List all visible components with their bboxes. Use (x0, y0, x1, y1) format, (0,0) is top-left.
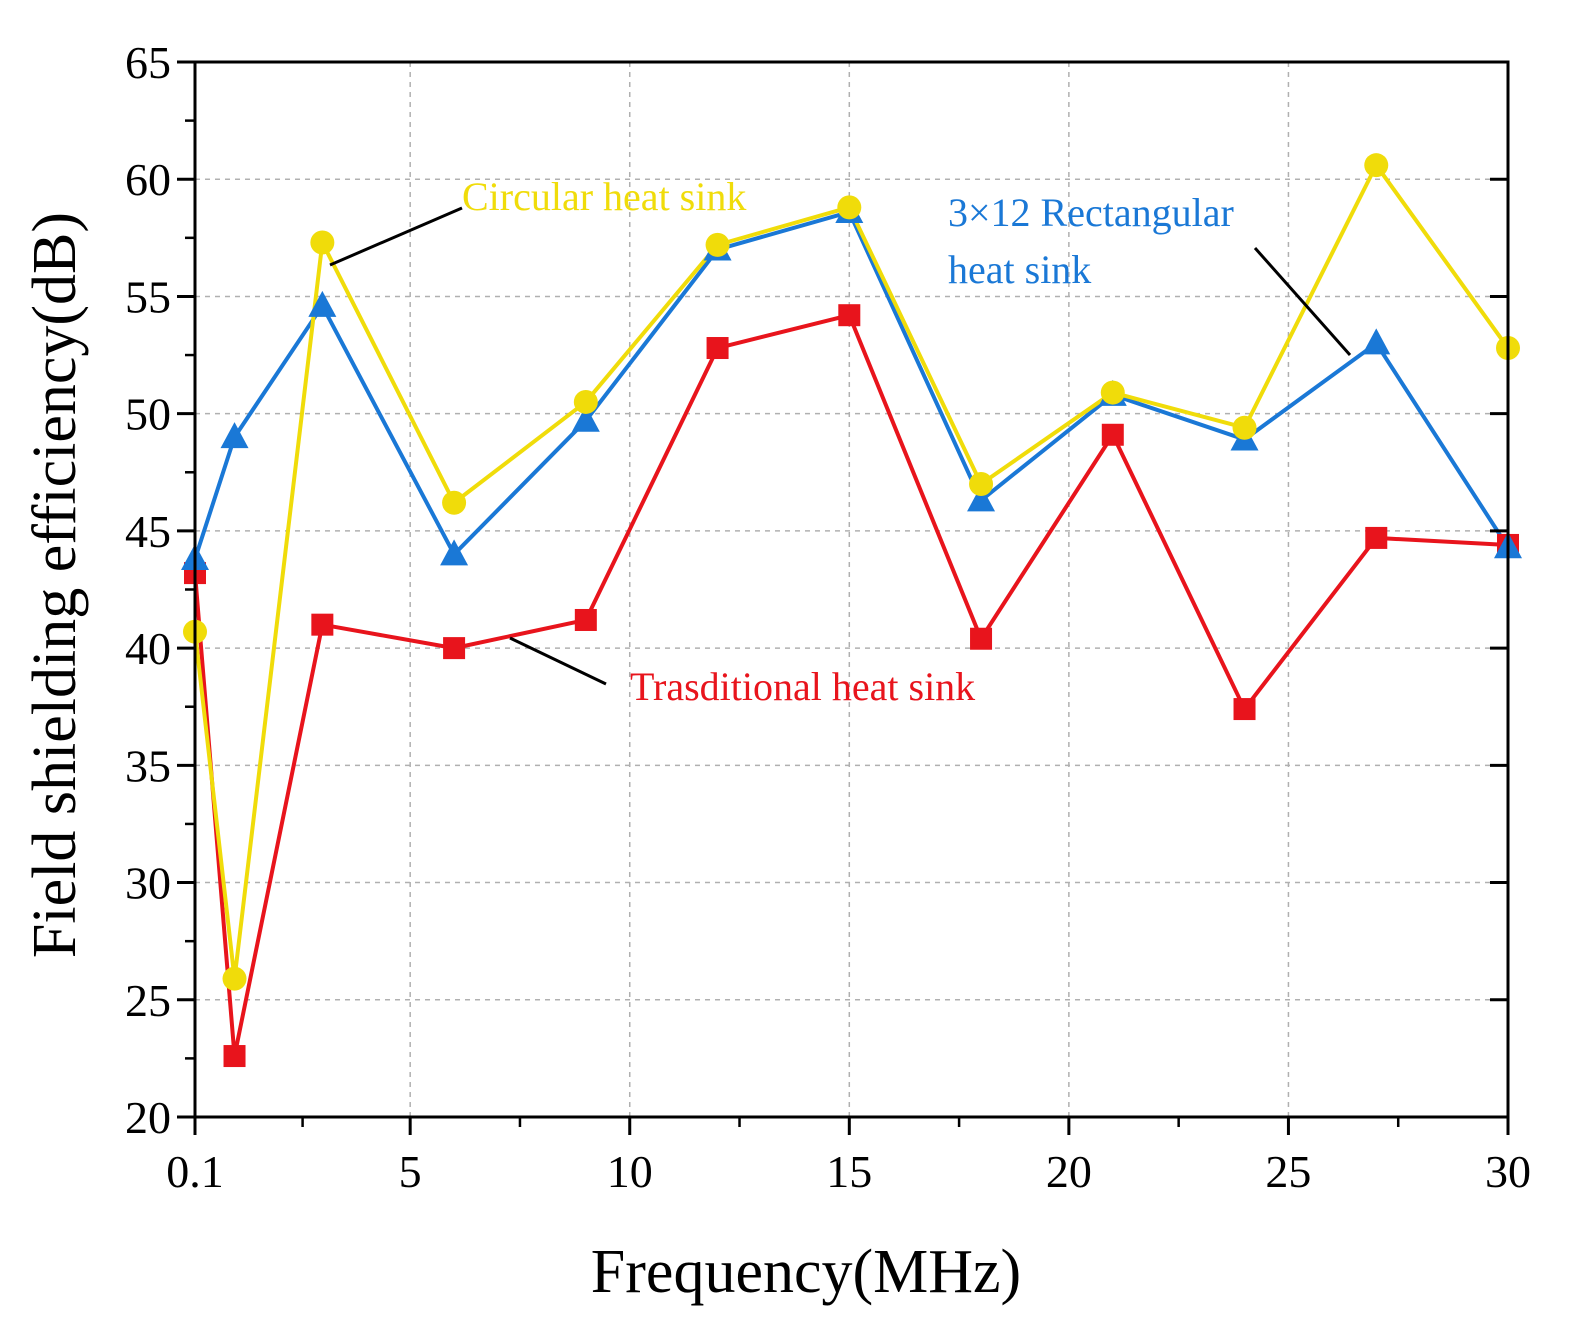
circle-marker (1364, 153, 1389, 178)
square-marker (706, 337, 729, 360)
x-tick-label: 25 (1265, 1146, 1311, 1197)
y-tick-label: 45 (125, 506, 171, 557)
square-marker (970, 627, 993, 650)
triangle-marker (220, 422, 249, 449)
circular-leader-line (329, 206, 463, 267)
minor-ticks (185, 119, 1400, 1127)
circle-marker (222, 966, 247, 991)
x-tick-labels: 0.1 5 10 15 20 25 30 (166, 1146, 1531, 1197)
rectangular-leader-line (1253, 247, 1352, 356)
series-line-2 (193, 163, 1510, 981)
traditional-leader-line (509, 636, 607, 686)
circular-annotation: Circular heat sink (462, 174, 746, 219)
x-tick-label: 30 (1485, 1146, 1531, 1197)
y-tick-label: 30 (125, 858, 171, 909)
square-marker (443, 637, 466, 660)
square-marker (223, 1045, 246, 1068)
y-tick-labels: 20 25 30 35 40 45 50 55 60 65 (125, 37, 171, 1143)
circle-marker (442, 490, 467, 515)
y-tick-label: 60 (125, 154, 171, 205)
square-marker (574, 608, 597, 631)
square-marker (1365, 526, 1388, 549)
triangle-marker (967, 485, 996, 512)
x-tick-label: 0.1 (166, 1146, 224, 1197)
x-tick-label: 10 (607, 1146, 653, 1197)
y-axis-title: Field shielding efficiency(dB) (21, 212, 89, 958)
y-tick-label: 20 (125, 1092, 171, 1143)
y-tick-label: 65 (125, 37, 171, 88)
rectangular-annotation-line2: heat sink (948, 247, 1091, 292)
square-marker (311, 613, 334, 636)
y-tick-label: 55 (125, 271, 171, 322)
circle-marker (310, 230, 335, 255)
circle-marker (1100, 380, 1125, 405)
triangle-marker (308, 290, 337, 317)
y-tick-label: 35 (125, 740, 171, 791)
series-line-0 (193, 313, 1509, 1059)
square-marker (1233, 698, 1256, 721)
y-tick-label: 50 (125, 389, 171, 440)
circle-marker (969, 472, 994, 496)
plot-frame (193, 60, 1510, 1119)
triangle-marker (1362, 328, 1391, 355)
rectangular-annotation-line1: 3×12 Rectangular (948, 190, 1234, 235)
y-tick-label: 25 (125, 975, 171, 1026)
square-marker (838, 304, 861, 327)
x-axis-title: Frequency(MHz) (591, 1238, 1021, 1306)
series-layer (193, 163, 1510, 1059)
y-tick-label: 40 (125, 623, 171, 674)
circle-marker (573, 389, 598, 414)
triangle-marker (440, 539, 469, 566)
major-ticks (177, 60, 1510, 1135)
series-line-1 (193, 210, 1510, 560)
traditional-annotation: Trasditional heat sink (630, 664, 975, 709)
circle-marker (1232, 415, 1257, 440)
x-tick-label: 15 (826, 1146, 872, 1197)
triangle-marker (571, 405, 600, 432)
circle-marker (837, 195, 862, 220)
x-tick-label: 5 (399, 1146, 422, 1197)
x-tick-label: 20 (1046, 1146, 1092, 1197)
circle-marker (705, 232, 730, 257)
square-marker (1101, 423, 1124, 446)
